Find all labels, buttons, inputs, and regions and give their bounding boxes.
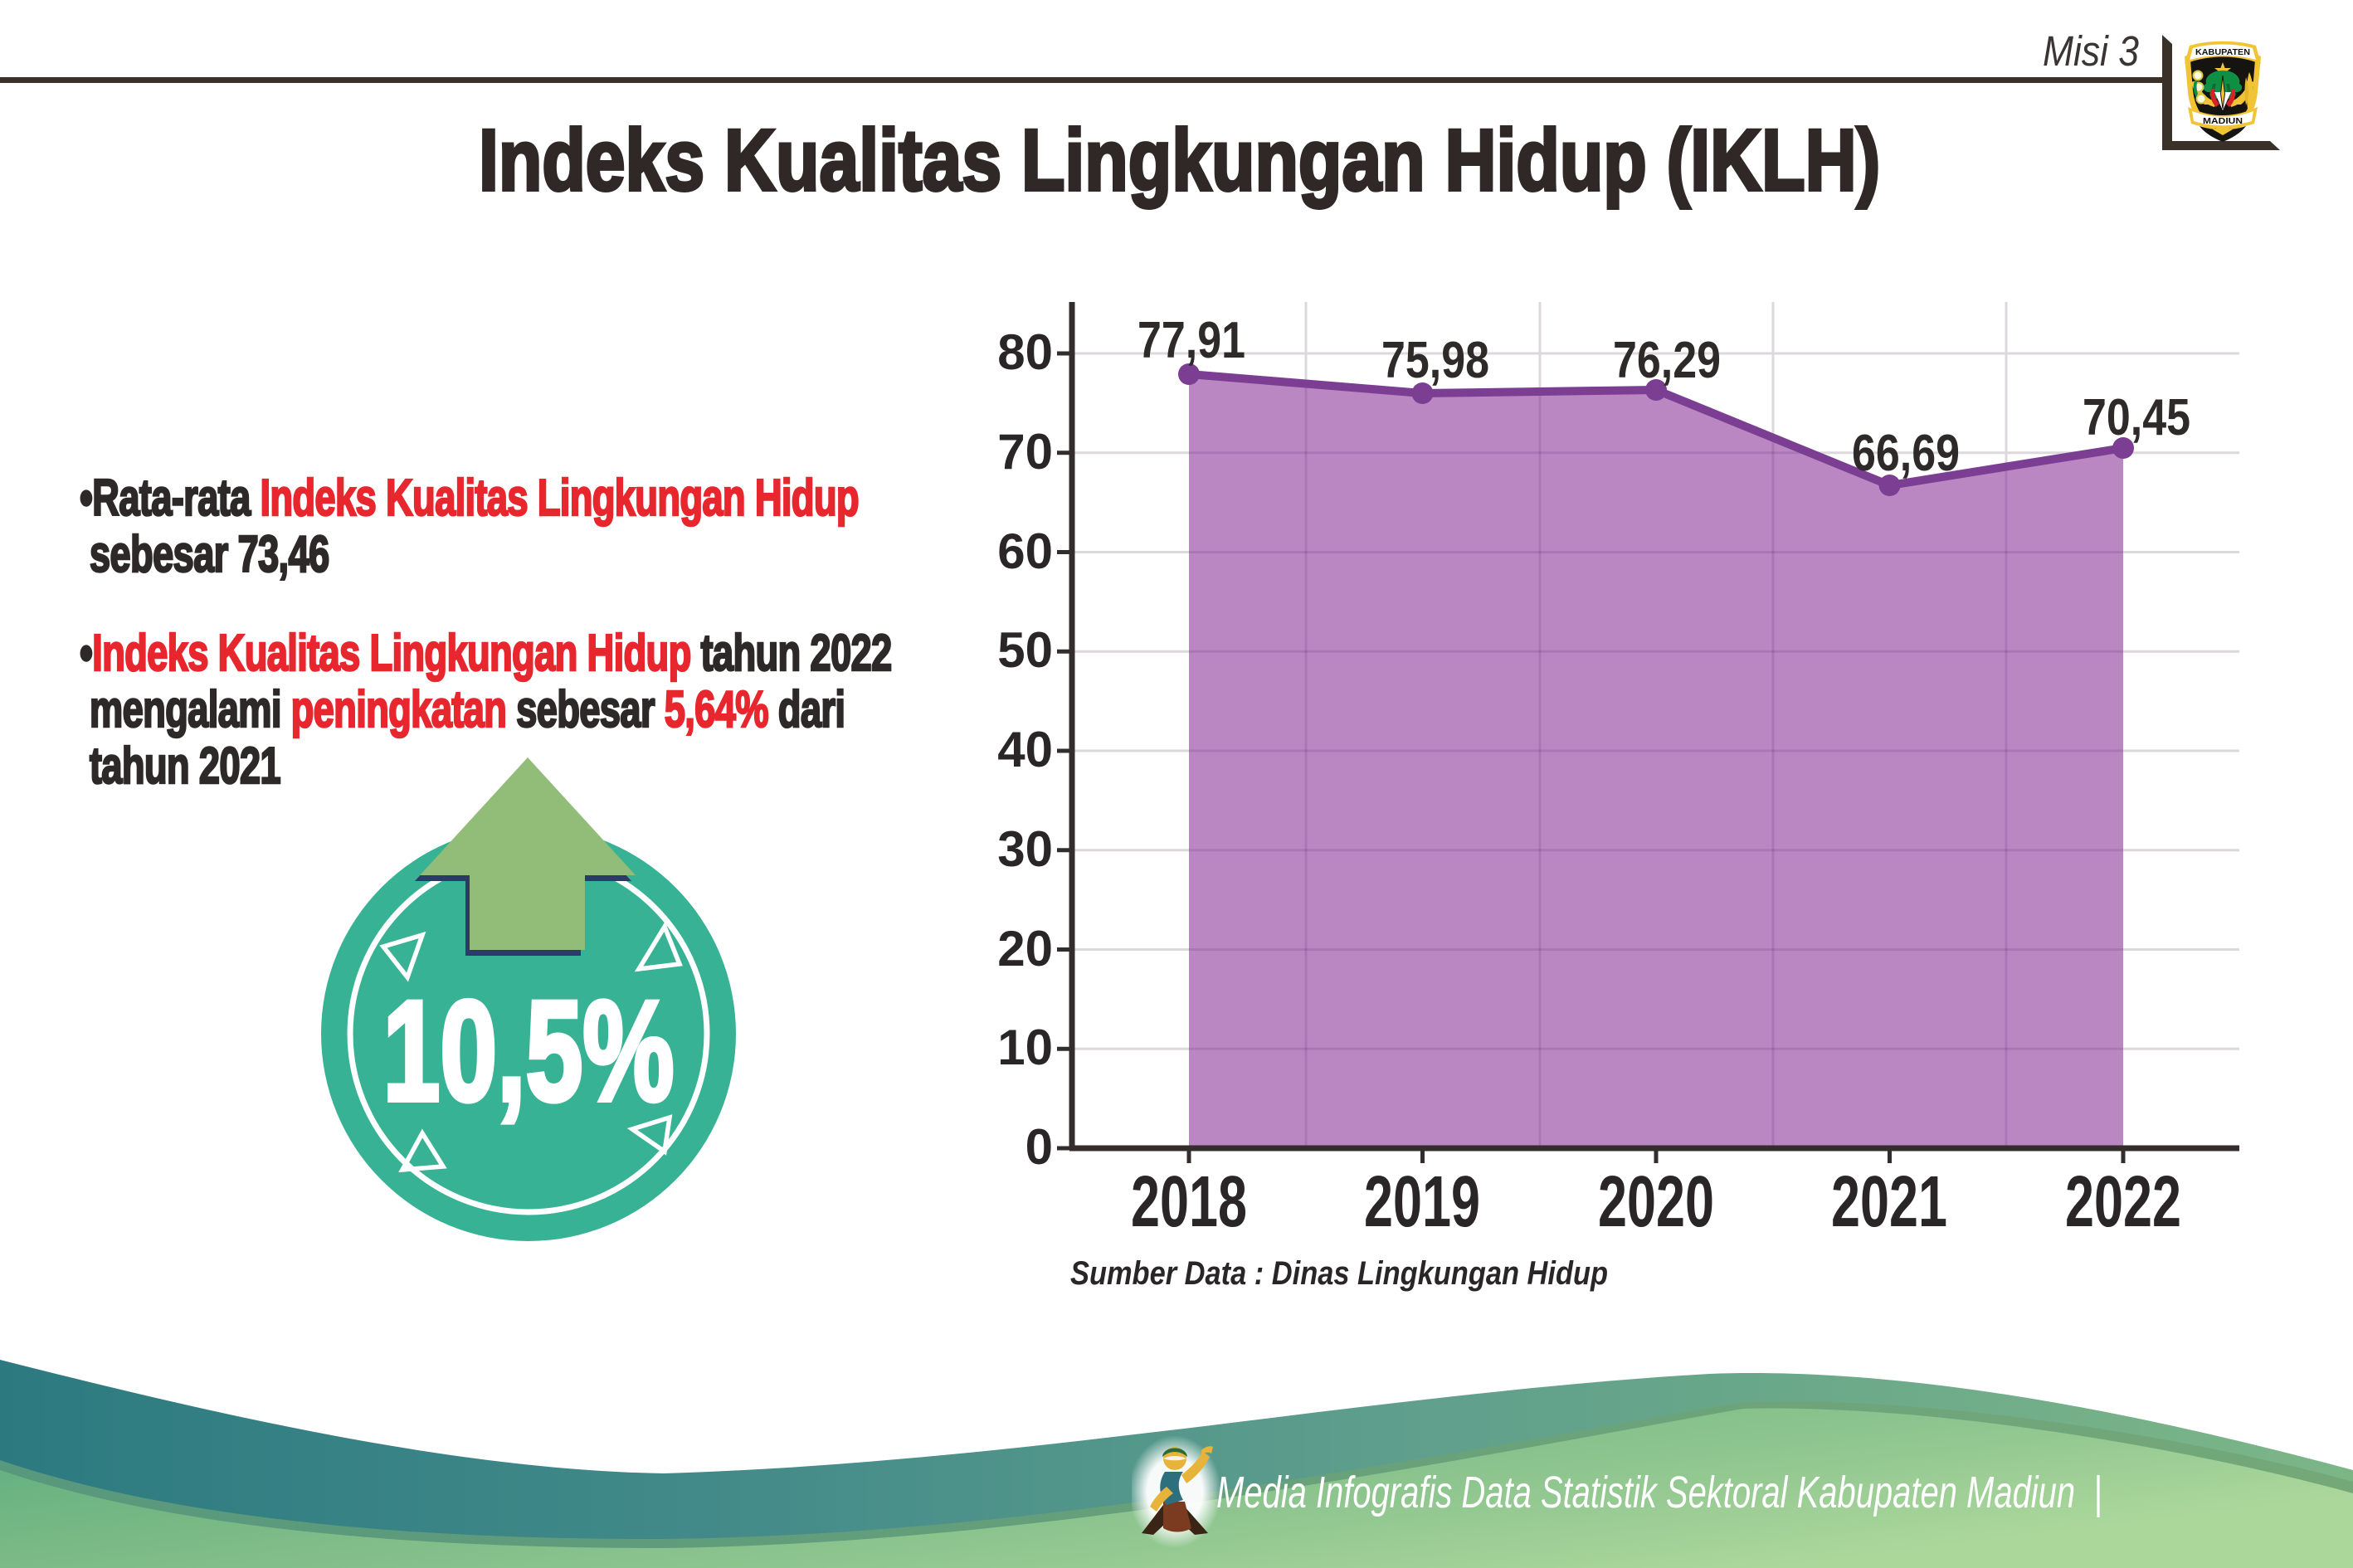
svg-text:76,29: 76,29 [1613, 332, 1721, 389]
svg-text:70: 70 [997, 424, 1053, 480]
svg-text:2022: 2022 [2065, 1161, 2181, 1242]
svg-text:MADIUN: MADIUN [2203, 116, 2243, 126]
svg-text:60: 60 [997, 523, 1053, 579]
svg-text:2019: 2019 [1364, 1161, 1480, 1242]
svg-text:2018: 2018 [1131, 1161, 1247, 1242]
svg-text:10: 10 [997, 1020, 1053, 1075]
svg-text:66,69: 66,69 [1852, 425, 1960, 482]
svg-text:20: 20 [997, 921, 1053, 976]
svg-text:2020: 2020 [1598, 1161, 1714, 1242]
svg-text:KABUPATEN: KABUPATEN [2195, 47, 2250, 57]
svg-text:70,45: 70,45 [2083, 389, 2190, 446]
svg-text:40: 40 [997, 722, 1053, 777]
svg-text:75,98: 75,98 [1381, 332, 1489, 389]
svg-text:10,5%: 10,5% [383, 971, 675, 1131]
svg-text:2021: 2021 [1831, 1161, 1947, 1242]
svg-text:80: 80 [997, 324, 1053, 380]
svg-text:77,91: 77,91 [1138, 312, 1245, 369]
svg-text:50: 50 [997, 622, 1053, 678]
svg-text:Sumber Data : Dinas Lingkungan: Sumber Data : Dinas Lingkungan Hidup [1070, 1255, 1608, 1292]
svg-text:30: 30 [997, 821, 1053, 877]
svg-text:0: 0 [1025, 1119, 1053, 1175]
